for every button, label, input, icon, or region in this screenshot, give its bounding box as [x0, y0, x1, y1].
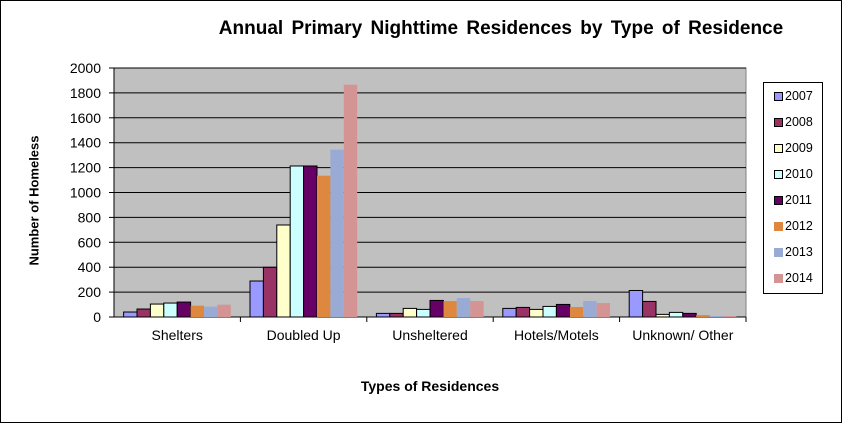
- bar-2009: [655, 313, 670, 318]
- legend-swatch: [774, 221, 783, 231]
- legend-label: 2009: [785, 141, 813, 155]
- y-tick-label: 1000: [70, 185, 101, 201]
- legend-item: 2011: [774, 193, 812, 207]
- legend-swatch: [774, 247, 783, 257]
- legend-item: 2008: [774, 115, 813, 129]
- bar-2007: [123, 311, 138, 318]
- legend-item: 2009: [774, 141, 813, 155]
- legend-label: 2008: [785, 115, 813, 129]
- bar-2012: [443, 301, 457, 317]
- legend-label: 2014: [785, 271, 813, 285]
- legend-label: 2012: [785, 219, 813, 233]
- bar-2008: [515, 306, 531, 318]
- legend-item: 2014: [774, 271, 813, 285]
- legend-item: 2012: [774, 219, 813, 233]
- bar-2007: [628, 289, 644, 318]
- bar-2008: [389, 312, 404, 318]
- legend-item: 2010: [774, 167, 813, 181]
- bar-2014: [596, 303, 610, 317]
- bar-2013: [709, 316, 723, 317]
- bar-2010: [163, 302, 178, 318]
- bar-2012: [190, 305, 204, 317]
- bar-2011: [303, 165, 318, 318]
- bar-2008: [136, 308, 151, 318]
- bar-2010: [416, 308, 431, 318]
- bar-2012: [696, 315, 710, 317]
- y-tick-label: 200: [78, 284, 102, 300]
- x-tick-label: Unknown/ Other: [632, 327, 733, 343]
- legend-swatch: [774, 169, 783, 179]
- bar-2014: [470, 301, 484, 317]
- bar-2014: [723, 316, 737, 317]
- legend-swatch: [774, 143, 783, 153]
- y-tick-label: 1400: [70, 135, 101, 151]
- legend-item: 2013: [774, 245, 813, 259]
- x-tick-label: Doubled Up: [267, 327, 341, 343]
- bar-2014: [217, 304, 231, 317]
- x-tick-label: Shelters: [152, 327, 203, 343]
- bar-2008: [642, 300, 657, 318]
- bar-2012: [317, 175, 331, 317]
- x-axis-title: Types of Residences: [360, 378, 500, 394]
- y-tick-label: 1200: [70, 160, 101, 176]
- bar-2012: [569, 307, 584, 317]
- bar-2010: [668, 311, 684, 318]
- bar-2013: [330, 149, 344, 317]
- bar-2011: [176, 301, 192, 318]
- bar-2007: [249, 280, 264, 318]
- bar-2011: [429, 299, 444, 318]
- bar-2008: [262, 266, 278, 318]
- y-tick-label: 400: [78, 259, 102, 275]
- legend-swatch: [774, 195, 783, 205]
- y-tick-label: 0: [93, 309, 101, 325]
- y-tick-label: 2000: [70, 60, 101, 76]
- bar-2009: [276, 224, 291, 318]
- y-tick-label: 1800: [70, 85, 101, 101]
- legend-swatch: [774, 273, 783, 283]
- bar-2007: [502, 307, 517, 318]
- x-tick-label: Hotels/Motels: [514, 327, 599, 343]
- bar-2013: [456, 298, 471, 317]
- legend-label: 2010: [785, 167, 813, 181]
- legend-label: 2007: [785, 89, 813, 103]
- bar-2013: [204, 306, 218, 317]
- bar-2009: [529, 308, 544, 318]
- bar-2011: [682, 312, 697, 318]
- legend-swatch: [774, 91, 783, 101]
- y-tick-label: 800: [78, 209, 102, 225]
- bar-2010: [542, 305, 557, 318]
- legend-swatch: [774, 117, 783, 127]
- bar-2009: [402, 307, 418, 318]
- chart-title: Annual Primary Nighttime Residences by T…: [218, 18, 784, 39]
- bar-2014: [343, 84, 358, 317]
- x-tick-label: Unsheltered: [392, 327, 468, 343]
- bar-2011: [555, 303, 571, 318]
- legend-label: 2013: [785, 245, 813, 259]
- y-tick-label: 1600: [70, 110, 101, 126]
- legend: 2007 2008 2009 2010 2011 2012 2013 2014: [763, 82, 823, 294]
- bar-2009: [149, 303, 165, 318]
- y-tick-label: 600: [78, 234, 102, 250]
- bar-2007: [375, 312, 391, 318]
- legend-label: 2011: [785, 193, 812, 207]
- legend-item: 2007: [774, 89, 813, 103]
- bar-2010: [289, 165, 305, 318]
- bar-2013: [583, 301, 597, 317]
